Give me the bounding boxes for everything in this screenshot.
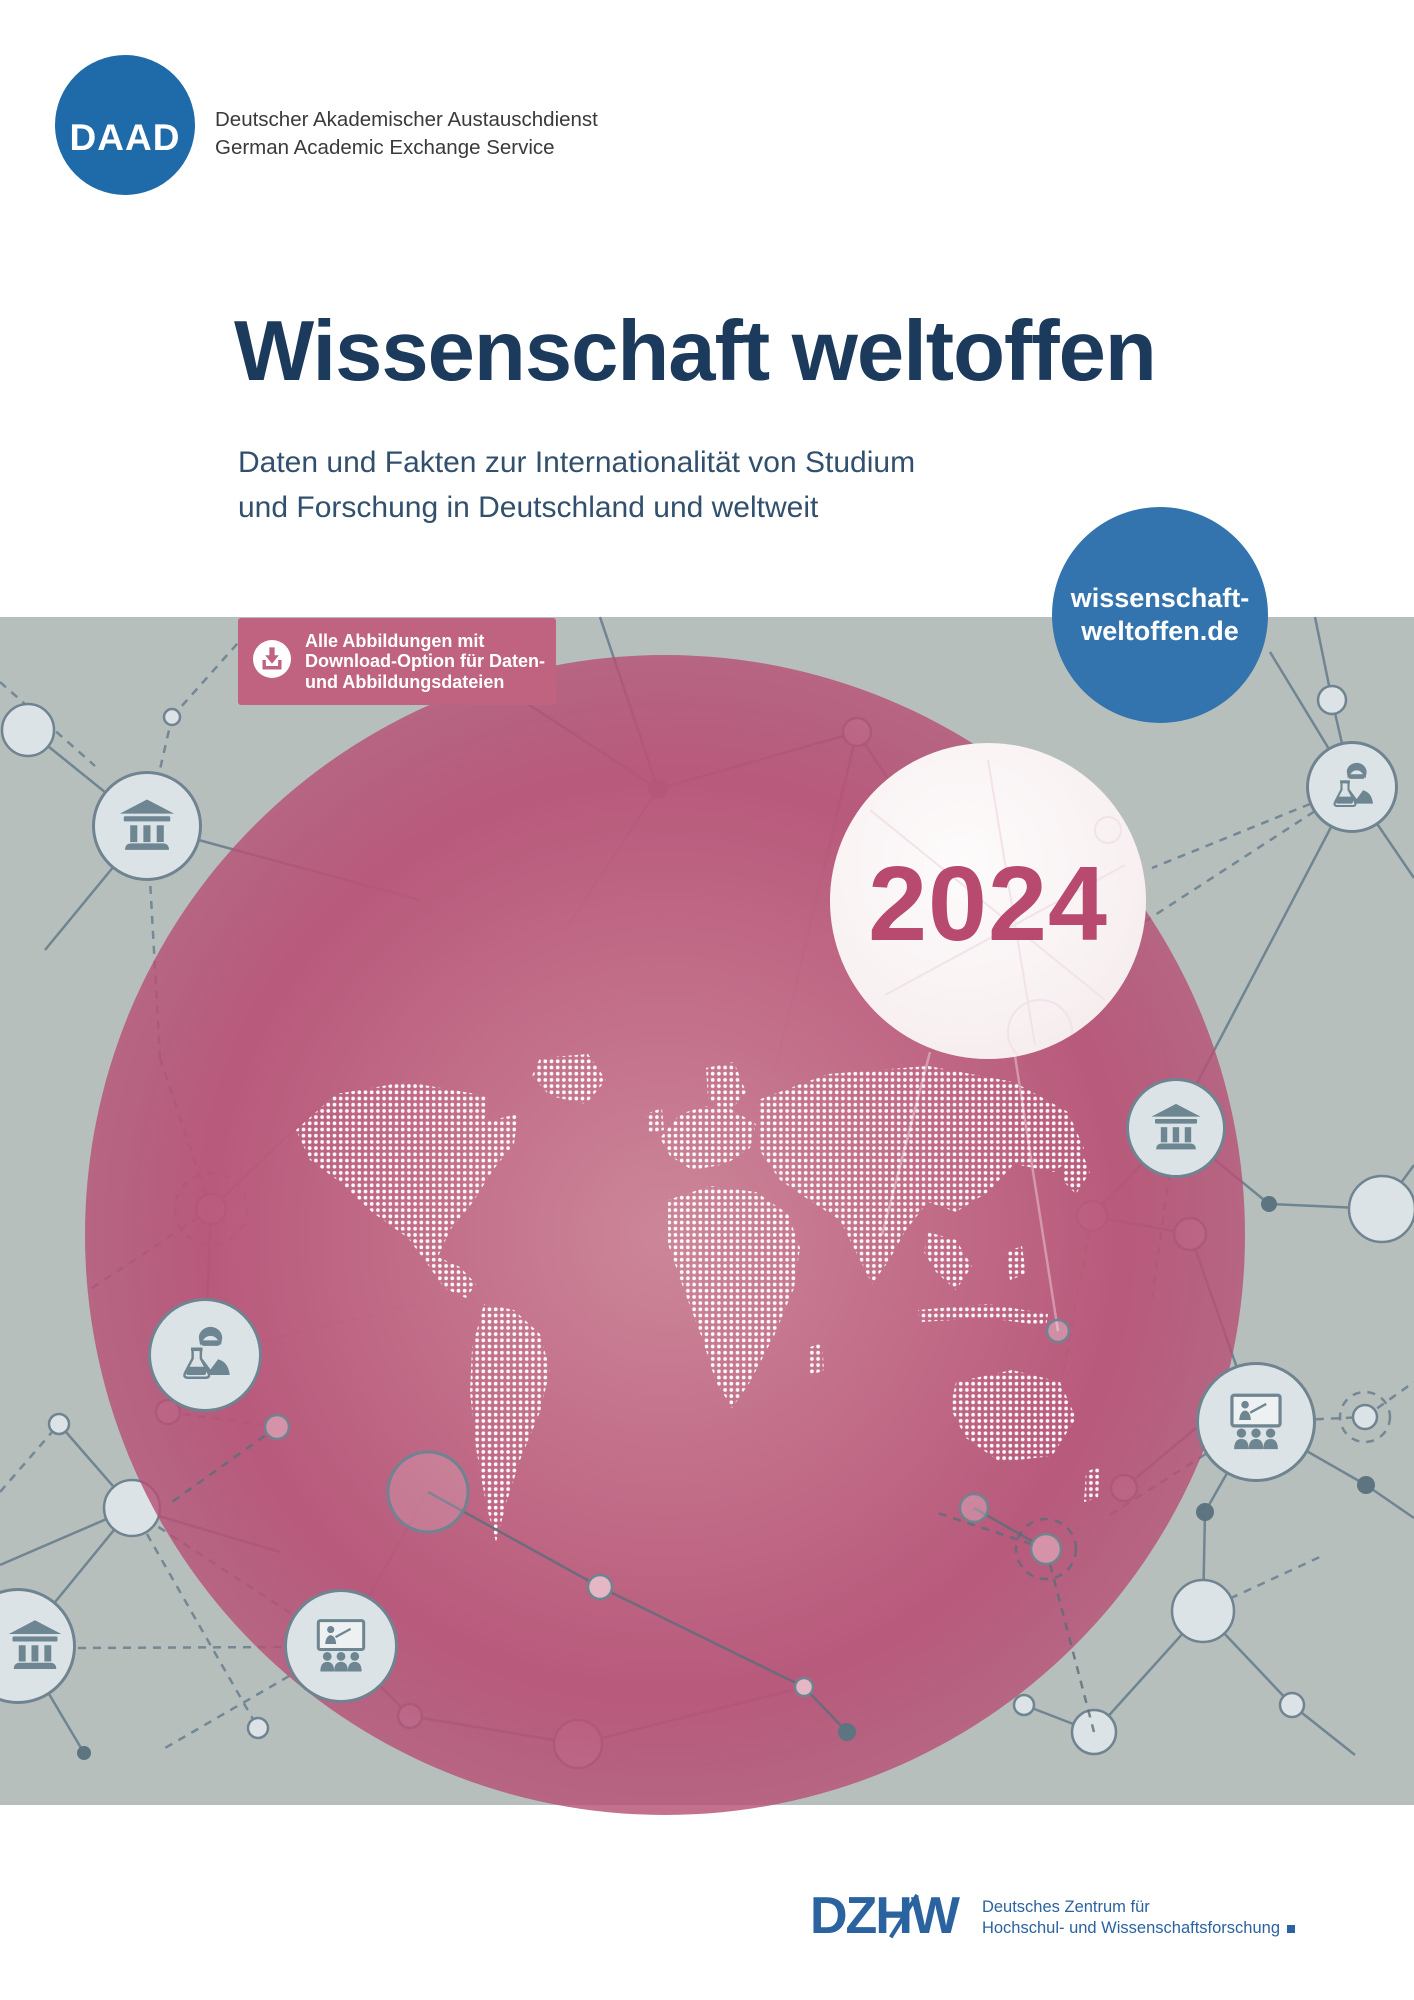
dzhw-org-line-2: Hochschul- und Wissenschaftsforschung [982, 1918, 1296, 1939]
download-badge-text: Alle Abbildungen mit Download-Option für… [305, 631, 545, 693]
dzhw-org-line-1: Deutsches Zentrum für [981, 1898, 1150, 1916]
map-europe [660, 1106, 756, 1170]
university-icon-node [92, 771, 202, 881]
subtitle-line-2: und Forschung in Deutschland und weltwei… [238, 491, 819, 524]
map-asia [758, 1066, 1084, 1284]
website-line-1: wissenschaft- [1070, 583, 1250, 613]
download-icon [253, 640, 291, 683]
map-south-america [470, 1304, 550, 1542]
page-title: Wissenschaft weltoffen [234, 304, 1157, 399]
university-icon [1148, 1098, 1204, 1159]
website-line-2: weltoffen.de [1081, 616, 1239, 646]
daad-org-name-de: Deutscher Akademischer Austauschdienst [215, 108, 598, 131]
map-africa [668, 1186, 800, 1408]
daad-org-name: Deutscher Akademischer Austauschdienst G… [215, 106, 598, 162]
daad-logo-text: DAAD [69, 117, 181, 158]
badge-line-1: Alle Abbildungen mit [305, 630, 485, 651]
university-icon [116, 793, 178, 860]
subtitle-line-1: Daten und Fakten zur Internationalität v… [238, 446, 916, 479]
badge-line-2: Download-Option für Daten- [305, 651, 545, 672]
world-map-dotted [296, 1054, 1100, 1542]
map-greenland [532, 1054, 606, 1104]
download-badge[interactable]: Alle Abbildungen mit Download-Option für… [238, 618, 556, 705]
daad-logo: DAAD [55, 55, 195, 195]
scientist-icon [172, 1320, 238, 1391]
map-uk [646, 1108, 664, 1134]
classroom-icon-node [284, 1589, 398, 1703]
presentation-icon [308, 1611, 374, 1682]
map-indonesia [918, 1304, 1048, 1326]
website-link-circle[interactable]: wissenschaft- weltoffen.de [1052, 507, 1268, 723]
scientist-icon [1324, 757, 1380, 818]
daad-org-name-en: German Academic Exchange Service [215, 136, 555, 159]
university-icon-node [1126, 1078, 1226, 1178]
map-australia [950, 1370, 1076, 1462]
map-indochina [924, 1232, 972, 1290]
classroom-icon-node [1196, 1362, 1316, 1482]
year-circle: 2024 [830, 743, 1146, 1059]
badge-line-3: und Abbildungsdateien [305, 671, 505, 692]
university-icon [5, 1614, 65, 1679]
dzhw-logo: DZHW Deutsches Zentrum für Hochschul- un… [810, 1887, 1296, 1945]
year-circle-decoration [869, 759, 1126, 1059]
map-japan [1064, 1148, 1090, 1194]
dzhw-logo-text: DZHW [810, 1887, 960, 1945]
scientist-icon-node [148, 1298, 262, 1412]
map-scandinavia [706, 1062, 746, 1114]
dzhw-org-name: Deutsches Zentrum für Hochschul- und Wis… [981, 1890, 1296, 1942]
scientist-icon-node [1306, 741, 1398, 833]
map-philippines [1006, 1246, 1026, 1280]
year-label: 2024 [868, 844, 1108, 963]
dzhw-logo-square [1287, 1925, 1296, 1933]
map-new-zealand [1084, 1466, 1100, 1502]
page-subtitle: Daten und Fakten zur Internationalität v… [238, 440, 915, 530]
map-madagascar [808, 1342, 824, 1376]
map-north-america [296, 1082, 518, 1298]
presentation-icon [1221, 1385, 1291, 1460]
